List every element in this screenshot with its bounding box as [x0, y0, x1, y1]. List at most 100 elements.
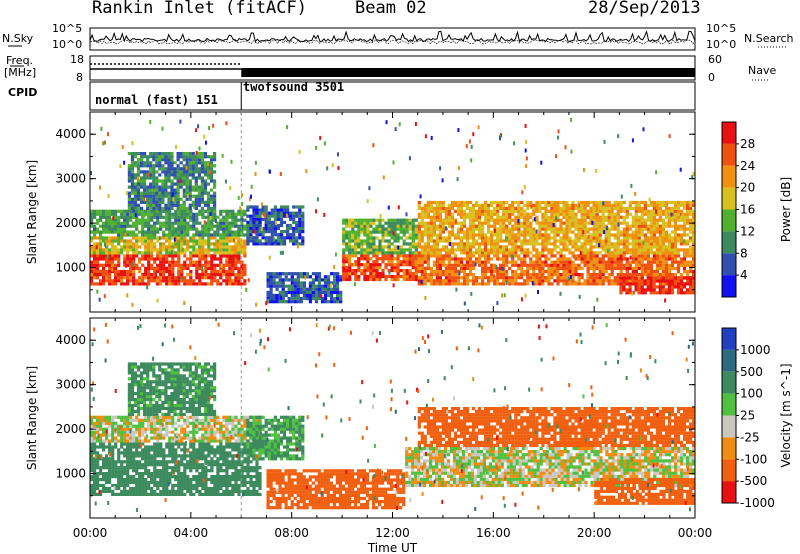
heatmap-band-power-1 [90, 236, 247, 255]
x-tick-label: 12:00 [375, 526, 410, 540]
heatmap-speckle-power [90, 117, 695, 307]
cpid-label: CPID [8, 86, 38, 99]
colorbar-tick-label-power: 8 [740, 246, 748, 260]
x-axis-label: Time UT [367, 541, 418, 554]
date-title: 28/Sep/2013 [588, 0, 701, 18]
freq-unit-label: [MHz] [4, 66, 37, 79]
y-tick-label-power: 2000 [55, 216, 86, 230]
cpid-frame [89, 81, 696, 111]
colorbar-tick-label-power: 12 [740, 224, 755, 238]
nsky-label: N.Sky [2, 32, 34, 45]
colorbar-tick-label-velocity: 100 [740, 387, 763, 401]
heatmap-band-power-7 [342, 218, 418, 255]
heatmap-band-power-5 [266, 272, 343, 304]
y-axis-label-velocity: Slant Range [km] [25, 366, 39, 470]
colorbar-segment [722, 481, 736, 503]
y-tick-label-power: 4000 [55, 127, 86, 141]
colorbar-segment [722, 275, 736, 297]
heatmap-band-power-10 [619, 276, 696, 295]
colorbar-segment [722, 328, 736, 350]
freq-label: Freq. [6, 54, 34, 67]
x-tick-label: 00:00 [73, 526, 108, 540]
heatmap-band-velocity-4 [266, 469, 406, 510]
freq-trace-twofsound [241, 68, 695, 77]
freq-tick-bottom: 8 [76, 71, 83, 84]
x-tick-label: 16:00 [476, 526, 511, 540]
colorbar-segment [722, 122, 736, 144]
nsearch-tick-bottom: 10^0 [706, 38, 737, 51]
nsearch-trace [89, 39, 696, 45]
mode-label-twofsound: twofsound 3501 [243, 80, 345, 94]
colorbar-segment [722, 253, 736, 276]
colorbar-tick-label-velocity: -1000 [740, 496, 775, 510]
nave-tick-bottom: 0 [708, 71, 715, 84]
x-tick-label: 20:00 [577, 526, 612, 540]
colorbar-tick-label-velocity: 25 [740, 409, 755, 423]
colorbar-tick-label-power: 24 [740, 159, 755, 173]
nsky-frame [89, 27, 696, 51]
colorbar-tick-label-velocity: -25 [740, 430, 760, 444]
colorbar-velocity: 1000 500 100 25 -25 -100 -500 -1000 Velocity [m … [721, 327, 793, 510]
nave-tick-top: 60 [708, 53, 722, 66]
y-axis-label-power: Slant Range [km] [25, 160, 39, 264]
colorbar-tick-label-power: 28 [740, 137, 755, 151]
heatmap-band-power-2 [90, 209, 247, 237]
nsearch-label: N.Search [744, 32, 794, 45]
colorbar-segment [722, 415, 736, 438]
y-tick-label-velocity: 1000 [55, 467, 86, 481]
heatmap-band-velocity-2 [127, 362, 217, 416]
y-tick-label-power: 3000 [55, 172, 86, 186]
colorbar-segment [722, 393, 736, 416]
nsearch-tick-top: 10^5 [706, 22, 737, 35]
heatmap-velocity [90, 322, 696, 512]
heatmap-band-power-4 [246, 205, 305, 246]
nsky-tick-bottom: 10^0 [52, 38, 83, 51]
heatmap-band-power-0 [90, 254, 247, 286]
colorbar-tick-label-power: 20 [740, 181, 755, 195]
colorbar-segment [722, 459, 736, 482]
colorbar-tick-label-velocity: -500 [740, 474, 767, 488]
mode-label-normal: normal (fast) 151 [95, 93, 218, 107]
colorbar-tick-label-power: 16 [740, 203, 755, 217]
colorbar-power: 4 8 12 16 20 24 28 Power [dB] [721, 121, 793, 298]
heatmap-band-velocity-3 [246, 415, 305, 461]
y-tick-label-velocity: 4000 [55, 333, 86, 347]
heatmap-band-velocity-5 [405, 447, 696, 488]
x-tick-label: 00:00 [678, 526, 713, 540]
x-tick-label: 04:00 [174, 526, 209, 540]
beam-title: Beam 02 [355, 0, 427, 18]
colorbar-segment [722, 143, 736, 166]
heatmap-speckle-velocity [90, 322, 694, 512]
heatmap-band-velocity-0 [90, 442, 262, 496]
heatmap-band-velocity-6 [417, 407, 696, 448]
colorbar-segment [722, 437, 736, 460]
heatmap-power [90, 117, 696, 307]
y-tick-label-velocity: 3000 [55, 378, 86, 392]
nsky-trace [89, 30, 696, 43]
nave-label: Nave [748, 64, 777, 77]
heatmap-band-power-9 [417, 200, 696, 255]
site-title: Rankin Inlet (fitACF) [92, 0, 307, 18]
heatmap-band-velocity-7 [594, 478, 696, 505]
heatmap-band-velocity-1 [90, 415, 262, 443]
colorbar-tick-label-velocity: 1000 [740, 343, 771, 357]
y-tick-label-velocity: 2000 [55, 422, 86, 436]
colorbar-tick-label-velocity: -100 [740, 452, 767, 466]
nsky-tick-top: 10^5 [52, 22, 83, 35]
freq-tick-top: 18 [70, 53, 84, 66]
colorbar-label-velocity: Velocity [m s^-1] [779, 363, 793, 467]
colorbar-segment [722, 231, 736, 254]
colorbar-segment [722, 349, 736, 372]
heatmap-band-power-6 [342, 254, 418, 282]
heatmap-band-power-3 [127, 152, 217, 210]
colorbar-segment [722, 209, 736, 232]
colorbar-tick-label-power: 4 [740, 268, 748, 282]
x-tick-label: 08:00 [274, 526, 309, 540]
colorbar-segment [722, 187, 736, 210]
colorbar-label-power: Power [dB] [779, 177, 793, 242]
y-tick-label-power: 1000 [55, 261, 86, 275]
heatmap-band-power-8 [417, 254, 696, 286]
colorbar-segment [722, 371, 736, 394]
colorbar-tick-label-velocity: 500 [740, 365, 763, 379]
